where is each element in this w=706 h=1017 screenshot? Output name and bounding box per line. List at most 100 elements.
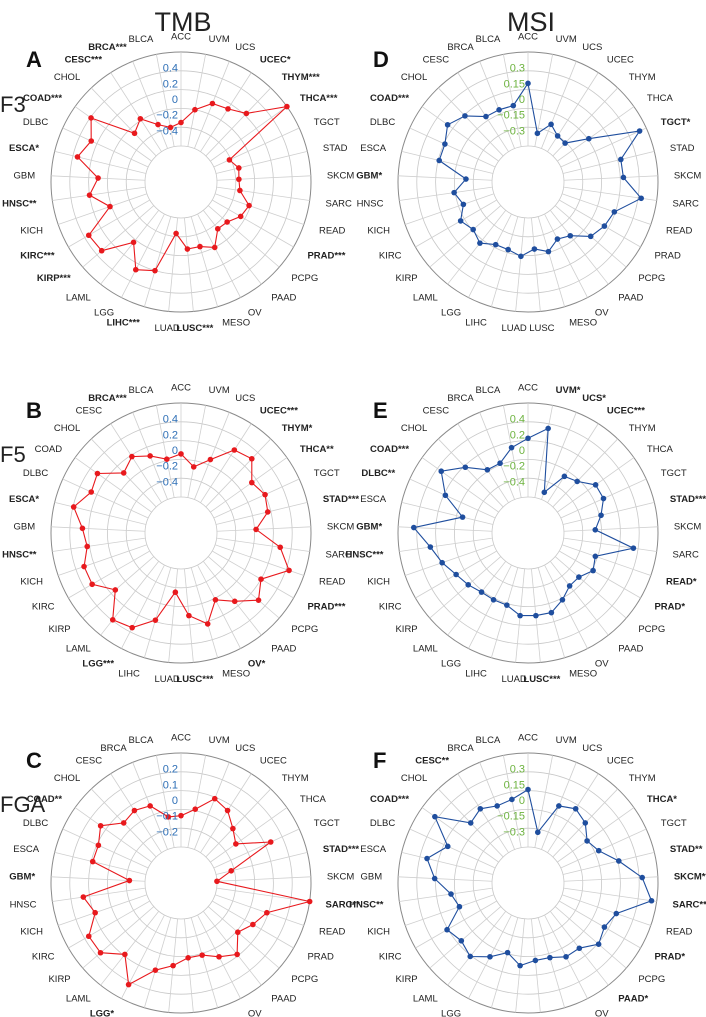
data-point bbox=[131, 807, 138, 814]
tick-label: 0.2 bbox=[510, 429, 525, 441]
tick-label: 0.15 bbox=[504, 78, 525, 90]
grid-spoke bbox=[190, 917, 219, 1008]
data-point bbox=[517, 962, 523, 969]
data-point bbox=[236, 176, 242, 183]
series-line bbox=[426, 788, 653, 967]
category-label: COAD*** bbox=[23, 93, 62, 104]
data-point bbox=[458, 937, 465, 944]
category-label: TGCT bbox=[314, 117, 340, 128]
category-label: ESCA bbox=[13, 844, 40, 855]
grid-spoke bbox=[202, 561, 262, 636]
grid-spoke bbox=[557, 106, 635, 162]
data-point bbox=[212, 597, 219, 603]
grid-spoke bbox=[143, 567, 172, 658]
data-point bbox=[436, 157, 443, 164]
data-point bbox=[98, 247, 105, 254]
data-point bbox=[84, 543, 91, 550]
grid-spoke bbox=[214, 894, 304, 926]
category-label: THYM bbox=[629, 773, 656, 784]
grid-spoke bbox=[190, 567, 219, 658]
category-label: THYM* bbox=[282, 423, 313, 434]
data-point bbox=[211, 795, 218, 802]
data-point bbox=[548, 609, 555, 616]
category-label: BRCA*** bbox=[88, 393, 127, 404]
grid-spoke bbox=[409, 127, 496, 168]
tick-label: −0.15 bbox=[497, 110, 525, 122]
data-point bbox=[80, 894, 87, 900]
data-point bbox=[97, 822, 104, 829]
category-label: ESCA* bbox=[9, 143, 39, 154]
category-label: COAD*** bbox=[370, 444, 409, 455]
category-label: PAAD bbox=[618, 292, 643, 303]
category-label: LIHC bbox=[118, 669, 140, 680]
grid-spoke bbox=[563, 537, 657, 552]
category-label: OV bbox=[248, 1008, 262, 1017]
grid-spoke bbox=[156, 405, 175, 498]
grid-spoke bbox=[457, 423, 509, 503]
grid-spoke bbox=[429, 906, 502, 969]
category-label: UCEC* bbox=[260, 55, 291, 66]
category-label: GBM* bbox=[356, 171, 382, 182]
grid-spoke bbox=[490, 917, 519, 1008]
radar-panel-d: D ACC UVM UCS UCEC THYM THCA TGCT* STAD SKCM SARC R… bbox=[356, 32, 701, 334]
grid-spoke bbox=[216, 537, 310, 552]
grid-spoke bbox=[541, 412, 577, 500]
category-label: PCPG bbox=[291, 624, 318, 635]
data-point bbox=[112, 587, 119, 593]
category-label: LGG*** bbox=[82, 658, 114, 669]
category-label: KIRC bbox=[32, 952, 55, 963]
data-point bbox=[541, 489, 548, 496]
grid-spoke bbox=[110, 72, 162, 152]
category-label: ACC bbox=[171, 32, 191, 43]
category-label: SKCM bbox=[327, 522, 355, 533]
data-point bbox=[410, 524, 417, 531]
data-point bbox=[186, 612, 192, 619]
column-title-tmb: TMB bbox=[155, 7, 212, 37]
category-label: ESCA* bbox=[9, 494, 39, 505]
category-label: KICH bbox=[20, 576, 43, 587]
category-label: UCS bbox=[582, 743, 602, 754]
category-label: LAML bbox=[66, 292, 91, 303]
grid-spoke bbox=[184, 217, 194, 312]
data-point bbox=[576, 945, 583, 952]
category-label: THYM bbox=[629, 423, 656, 434]
category-label: READ bbox=[666, 225, 693, 236]
data-point bbox=[178, 812, 184, 819]
data-point bbox=[592, 553, 599, 560]
data-point bbox=[462, 464, 469, 471]
category-label: UCS bbox=[582, 42, 602, 53]
category-label: ACC bbox=[171, 733, 191, 744]
data-point bbox=[504, 949, 511, 956]
grid-spoke bbox=[547, 423, 599, 503]
grid-spoke bbox=[156, 54, 175, 147]
category-label: UCS bbox=[235, 42, 255, 53]
grid-spoke bbox=[68, 550, 151, 599]
data-point bbox=[548, 121, 554, 128]
category-label: THCA* bbox=[647, 794, 677, 805]
category-label: UCEC*** bbox=[260, 406, 298, 417]
data-point bbox=[559, 597, 566, 603]
data-point bbox=[545, 425, 551, 432]
grid-spoke bbox=[184, 918, 194, 1013]
data-point bbox=[152, 267, 158, 274]
grid-spoke bbox=[200, 72, 252, 152]
grid-spoke bbox=[58, 193, 148, 225]
grid-spoke bbox=[421, 457, 499, 513]
data-point bbox=[534, 829, 541, 836]
category-label: ESCA bbox=[360, 844, 387, 855]
grid-spoke bbox=[447, 561, 507, 636]
data-point bbox=[533, 612, 539, 619]
data-point bbox=[163, 456, 170, 462]
grid-spoke bbox=[197, 213, 241, 298]
category-label: SARC bbox=[326, 198, 353, 209]
data-point bbox=[230, 825, 236, 832]
data-point bbox=[630, 545, 637, 551]
grid-spoke bbox=[558, 900, 641, 949]
data-point bbox=[456, 903, 463, 910]
grid-spoke bbox=[515, 217, 525, 312]
grid-spoke bbox=[74, 807, 152, 863]
grid-ring bbox=[144, 145, 218, 219]
category-label: LGG* bbox=[90, 1008, 115, 1017]
data-point bbox=[616, 858, 622, 864]
grid-spoke bbox=[562, 501, 655, 525]
